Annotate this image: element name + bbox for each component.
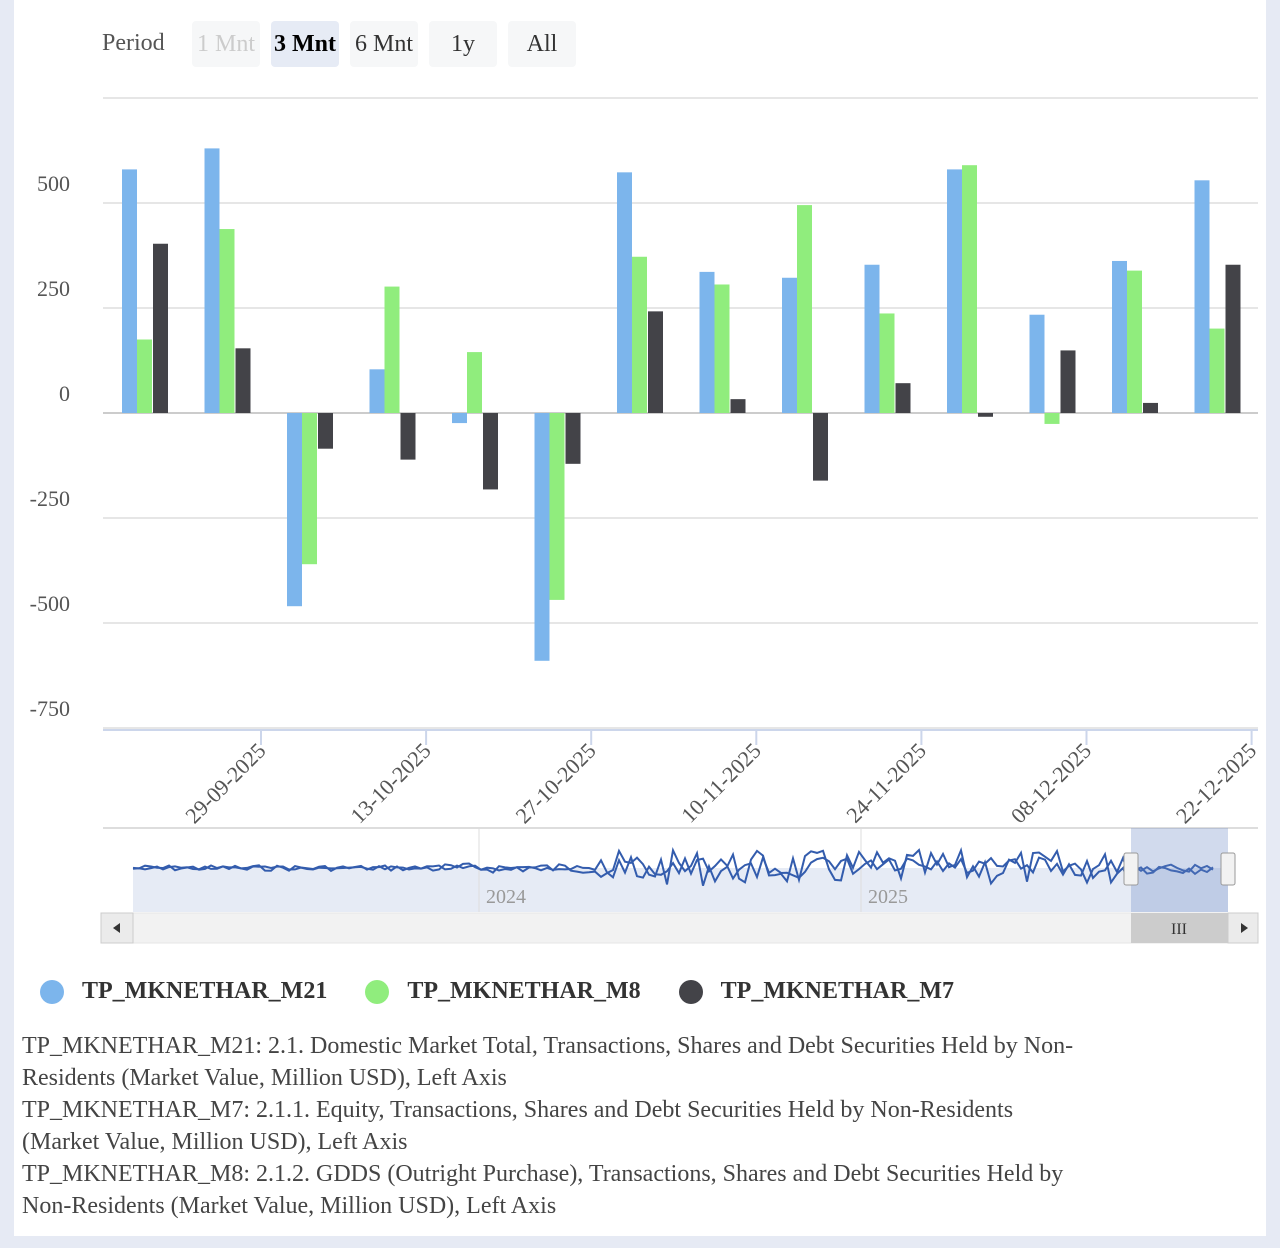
bar-tp_mknethar_m8 (1127, 270, 1142, 413)
bar-tp_mknethar_m7 (978, 413, 993, 417)
x-tick-label: 10-11-2025 (676, 738, 766, 828)
range-1-year-button[interactable]: 1y (429, 21, 497, 67)
bar-chart: 500 250 0 -250 -500 -750 29-09-2025 13-10-2025 2… (30, 97, 1261, 944)
x-tick-label: 13-10-2025 (345, 738, 435, 828)
description-m8: TP_MKNETHAR_M8: 2.1.2. GDDS (Outright Pu… (22, 1161, 1064, 1219)
legend-label: TP_MKNETHAR_M8 (407, 978, 641, 1004)
bar-tp_mknethar_m8 (1209, 328, 1225, 413)
x-tick-label: 22-12-2025 (1171, 738, 1261, 828)
navigator-handle[interactable] (1220, 852, 1236, 886)
legend-dot-icon (678, 979, 703, 1004)
bar-tp_mknethar_m7 (1225, 264, 1241, 413)
x-tick-label: 08-12-2025 (1006, 738, 1096, 828)
bar-tp_mknethar_m8 (714, 284, 730, 413)
bar-tp_mknethar_m8 (962, 165, 977, 413)
legend-item-m8[interactable]: TP_MKNETHAR_M8 (365, 978, 641, 1005)
chart-card (14, 0, 1266, 1236)
scrollbar-thumb[interactable] (1131, 913, 1228, 943)
description-m21: TP_MKNETHAR_M21: 2.1. Domestic Market To… (22, 1033, 1074, 1091)
y-tick-label: 250 (37, 276, 70, 301)
bar-tp_mknethar_m21 (122, 169, 137, 413)
navigator-year-label: 2025 (868, 886, 908, 908)
description-m7: TP_MKNETHAR_M7: 2.1.1. Equity, Transacti… (22, 1097, 1014, 1155)
bar-tp_mknethar_m21 (947, 169, 962, 413)
legend-item-m7[interactable]: TP_MKNETHAR_M7 (678, 978, 954, 1005)
range-1-month-button[interactable]: 1 Mnt (192, 21, 260, 67)
bar-tp_mknethar_m8 (797, 205, 812, 413)
bar-tp_mknethar_m8 (1044, 413, 1060, 424)
bar-tp_mknethar_m21 (369, 369, 385, 413)
bar-tp_mknethar_m8 (632, 256, 647, 413)
bar-tp_mknethar_m8 (302, 413, 317, 565)
bar-tp_mknethar_m8 (549, 413, 565, 600)
bar-tp_mknethar_m21 (1194, 180, 1210, 413)
bar-tp_mknethar_m21 (452, 413, 467, 424)
y-tick-label: 500 (37, 171, 70, 196)
y-tick-label: -750 (30, 696, 70, 721)
bar-tp_mknethar_m7 (153, 243, 168, 413)
legend: TP_MKNETHAR_M21 TP_MKNETHAR_M8 TP_MKNETH… (40, 978, 992, 1005)
bar-tp_mknethar_m7 (730, 399, 746, 413)
y-tick-label: -250 (30, 486, 70, 511)
bar-tp_mknethar_m8 (219, 229, 235, 413)
bar-tp_mknethar_m7 (483, 413, 498, 490)
bar-tp_mknethar_m7 (565, 413, 581, 464)
legend-label: TP_MKNETHAR_M7 (720, 978, 954, 1004)
bar-tp_mknethar_m21 (204, 148, 220, 413)
bar-tp_mknethar_m7 (895, 383, 911, 413)
navigator-selection[interactable] (1131, 828, 1228, 912)
bar-tp_mknethar_m21 (864, 264, 880, 413)
arrow-left-icon (113, 923, 120, 933)
legend-dot-icon (365, 979, 390, 1004)
y-tick-label: -500 (30, 591, 70, 616)
bar-tp_mknethar_m7 (318, 413, 333, 449)
bar-tp_mknethar_m21 (782, 277, 797, 413)
bar-tp_mknethar_m21 (1029, 314, 1045, 413)
bar-tp_mknethar_m7 (1143, 402, 1158, 413)
scrollbar-grip-icon: III (1171, 921, 1187, 938)
legend-label: TP_MKNETHAR_M21 (82, 978, 328, 1004)
arrow-right-icon (1241, 923, 1248, 933)
x-tick-label: 24-11-2025 (841, 738, 931, 828)
period-label: Period (102, 30, 165, 56)
navigator-series-line (132, 854, 1214, 881)
bar-tp_mknethar_m21 (287, 413, 302, 607)
bar-tp_mknethar_m8 (384, 286, 400, 413)
bar-tp_mknethar_m8 (879, 313, 895, 413)
legend-item-m21[interactable]: TP_MKNETHAR_M21 (40, 978, 327, 1005)
y-tick-label: 0 (59, 381, 70, 406)
range-3-month-button[interactable]: 3 Mnt (271, 21, 339, 67)
bar-tp_mknethar_m7 (235, 348, 251, 413)
legend-dot-icon (40, 979, 64, 1004)
bar-tp_mknethar_m21 (534, 413, 550, 661)
bar-tp_mknethar_m7 (400, 413, 416, 460)
x-tick-label: 29-09-2025 (180, 738, 270, 828)
x-tick-label: 27-10-2025 (510, 738, 600, 828)
series-descriptions: TP_MKNETHAR_M21: 2.1. Domestic Market To… (22, 1030, 1082, 1222)
bar-tp_mknethar_m7 (648, 311, 663, 413)
range-all-button[interactable]: All (508, 21, 576, 67)
range-6-month-button[interactable]: 6 Mnt (350, 21, 418, 67)
navigator-handle[interactable] (1123, 852, 1139, 886)
scrollbar-track (100, 912, 1259, 944)
bar-tp_mknethar_m21 (699, 271, 715, 413)
bar-tp_mknethar_m21 (617, 172, 632, 413)
bar-tp_mknethar_m8 (137, 339, 152, 413)
navigator-year-label: 2024 (486, 886, 526, 908)
bar-tp_mknethar_m8 (467, 352, 482, 413)
bar-tp_mknethar_m21 (1112, 260, 1127, 413)
navigator-area (133, 868, 1228, 912)
bar-tp_mknethar_m7 (813, 413, 828, 481)
bar-tp_mknethar_m7 (1060, 350, 1076, 413)
